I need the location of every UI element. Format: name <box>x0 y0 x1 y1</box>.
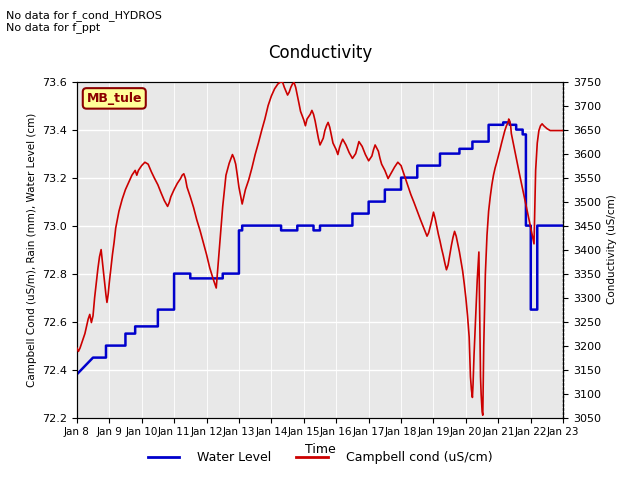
Text: Conductivity: Conductivity <box>268 44 372 62</box>
Y-axis label: Campbell Cond (uS/m), Rain (mm), Water Level (cm): Campbell Cond (uS/m), Rain (mm), Water L… <box>26 112 36 387</box>
Y-axis label: Conductivity (uS/cm): Conductivity (uS/cm) <box>607 195 616 304</box>
Text: MB_tule: MB_tule <box>86 92 142 105</box>
X-axis label: Time: Time <box>305 443 335 456</box>
Legend:   Water Level,   Campbell cond (uS/cm): Water Level, Campbell cond (uS/cm) <box>143 446 497 469</box>
Text: No data for f_cond_HYDROS
No data for f_ppt: No data for f_cond_HYDROS No data for f_… <box>6 10 163 33</box>
